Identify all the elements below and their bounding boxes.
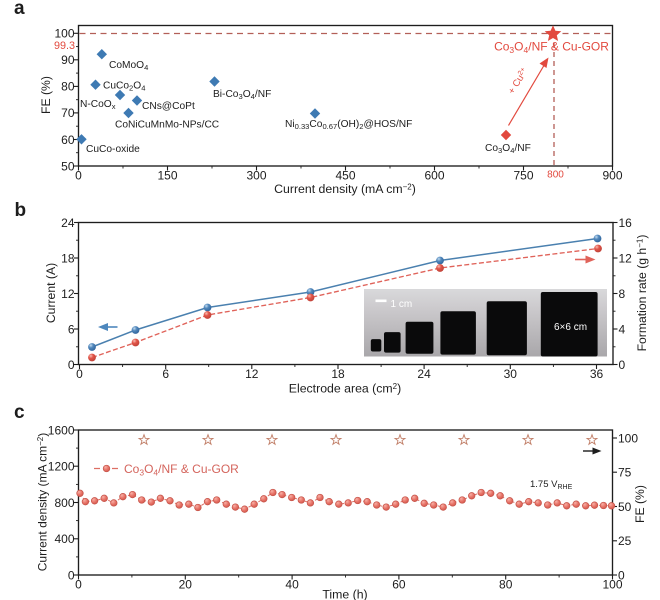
svg-text:4: 4 xyxy=(619,322,626,336)
svg-text:80: 80 xyxy=(61,80,75,94)
svg-text:800: 800 xyxy=(547,170,564,181)
svg-text:300: 300 xyxy=(246,169,266,183)
svg-text:18: 18 xyxy=(61,251,75,265)
svg-text:Current density (mA cm−2): Current density (mA cm−2) xyxy=(36,433,50,572)
svg-text:12: 12 xyxy=(619,251,633,265)
svg-text:b: b xyxy=(15,200,27,221)
svg-text:800: 800 xyxy=(54,496,74,510)
svg-text:0: 0 xyxy=(75,578,82,592)
svg-text:100: 100 xyxy=(618,431,638,445)
svg-text:400: 400 xyxy=(54,532,74,546)
svg-text:1200: 1200 xyxy=(48,460,75,474)
svg-text:18: 18 xyxy=(331,367,345,381)
svg-text:0: 0 xyxy=(68,358,75,372)
svg-text:150: 150 xyxy=(157,169,177,183)
svg-text:CuCo2O4: CuCo2O4 xyxy=(103,81,145,93)
svg-text:100: 100 xyxy=(54,27,74,41)
svg-text:90: 90 xyxy=(61,53,75,67)
svg-text:80: 80 xyxy=(499,578,513,592)
svg-text:Co3O4/NF: Co3O4/NF xyxy=(485,143,531,155)
svg-text:60: 60 xyxy=(392,578,406,592)
svg-text:100: 100 xyxy=(602,578,622,592)
svg-text:N-CoOx: N-CoOx xyxy=(80,99,116,111)
svg-text:36: 36 xyxy=(590,367,604,381)
svg-text:24: 24 xyxy=(417,367,431,381)
svg-text:0: 0 xyxy=(75,169,82,183)
svg-text:8: 8 xyxy=(619,287,626,301)
svg-text:Electrode area (cm2): Electrode area (cm2) xyxy=(289,382,401,396)
svg-text:6: 6 xyxy=(162,367,169,381)
svg-text:60: 60 xyxy=(61,133,75,147)
svg-text:Time (h): Time (h) xyxy=(322,588,367,600)
svg-text:30: 30 xyxy=(504,367,518,381)
svg-text:50: 50 xyxy=(618,500,632,514)
svg-text:20: 20 xyxy=(179,578,193,592)
svg-text:CoNiCuMnMo-NPs/CC: CoNiCuMnMo-NPs/CC xyxy=(115,120,219,131)
svg-text:Co3O4/NF & Cu-GOR: Co3O4/NF & Cu-GOR xyxy=(494,40,609,56)
svg-text:CoMoO4: CoMoO4 xyxy=(109,60,148,72)
svg-text:6×6 cm: 6×6 cm xyxy=(554,322,587,333)
svg-text:12: 12 xyxy=(61,287,75,301)
svg-text:0: 0 xyxy=(76,367,83,381)
svg-text:450: 450 xyxy=(335,169,355,183)
svg-text:0: 0 xyxy=(618,568,625,582)
svg-text:Ni0.33Co0.67(OH)2@HOS/NF: Ni0.33Co0.67(OH)2@HOS/NF xyxy=(285,119,412,131)
svg-text:40: 40 xyxy=(285,578,299,592)
svg-text:25: 25 xyxy=(618,534,632,548)
svg-text:99.3: 99.3 xyxy=(54,40,75,52)
svg-text:FE (%): FE (%) xyxy=(39,76,53,114)
svg-text:Bi-Co3O4/NF: Bi-Co3O4/NF xyxy=(213,89,271,101)
svg-text:1.75 VRHE: 1.75 VRHE xyxy=(530,479,573,491)
svg-text:Formation rate (g h−1): Formation rate (g h−1) xyxy=(635,235,649,352)
svg-text:75: 75 xyxy=(618,466,632,480)
svg-text:0: 0 xyxy=(619,358,626,372)
svg-text:600: 600 xyxy=(424,169,444,183)
svg-text:6: 6 xyxy=(68,322,75,336)
svg-text:12: 12 xyxy=(245,367,259,381)
svg-text:CuCo-oxide: CuCo-oxide xyxy=(86,144,140,155)
svg-text:CNs@CoPt: CNs@CoPt xyxy=(142,101,195,112)
svg-text:Current density (mA cm−2): Current density (mA cm−2) xyxy=(274,182,416,196)
svg-text:50: 50 xyxy=(61,159,75,173)
svg-text:0: 0 xyxy=(68,568,75,582)
svg-text:Current (A): Current (A) xyxy=(44,263,58,323)
svg-text:a: a xyxy=(14,0,25,19)
svg-text:750: 750 xyxy=(513,169,533,183)
svg-text:1600: 1600 xyxy=(48,423,75,437)
svg-text:c: c xyxy=(14,402,25,423)
svg-text:70: 70 xyxy=(61,106,75,120)
svg-text:900: 900 xyxy=(602,169,622,183)
svg-text:FE (%): FE (%) xyxy=(633,485,647,523)
svg-text:1 cm: 1 cm xyxy=(391,299,413,310)
svg-text:Co3O4/NF & Cu-GOR: Co3O4/NF & Cu-GOR xyxy=(124,462,239,478)
svg-text:24: 24 xyxy=(61,216,75,230)
svg-text:16: 16 xyxy=(619,216,633,230)
